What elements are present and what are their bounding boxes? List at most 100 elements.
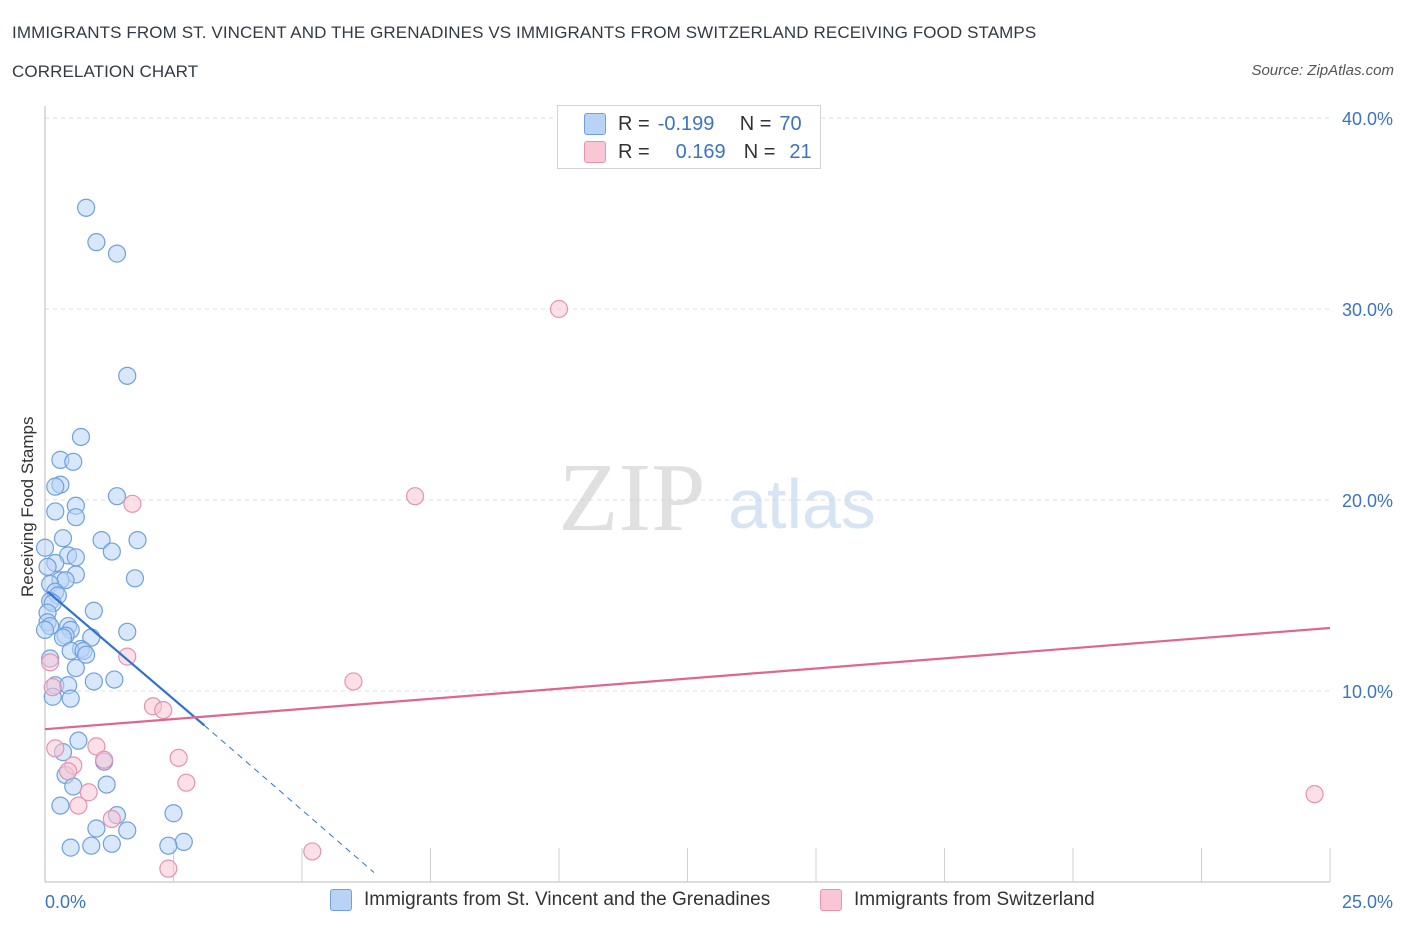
- legend-swatch-blue: [584, 113, 606, 135]
- data-point-switzerland: [95, 750, 114, 769]
- data-point-st-vincent: [102, 834, 121, 853]
- data-point-switzerland: [43, 678, 62, 697]
- data-point-switzerland: [123, 494, 142, 513]
- data-point-st-vincent: [174, 832, 193, 851]
- data-point-st-vincent: [87, 819, 106, 838]
- data-point-st-vincent: [46, 477, 65, 496]
- legend-r-label: R =: [618, 112, 650, 135]
- legend-r-value: -0.199: [657, 112, 715, 135]
- data-point-st-vincent: [92, 531, 111, 550]
- data-point-switzerland: [177, 773, 196, 792]
- data-point-st-vincent: [61, 689, 80, 708]
- data-point-switzerland: [169, 748, 188, 767]
- y-tick-label: 40.0%: [1342, 109, 1393, 129]
- data-point-st-vincent: [125, 569, 145, 588]
- data-point-st-vincent: [159, 836, 178, 855]
- data-point-st-vincent: [87, 233, 106, 252]
- data-point-st-vincent: [69, 731, 88, 750]
- legend-n-value: 70: [779, 112, 802, 135]
- trend-lines: [44, 590, 1331, 873]
- trendline-switzerland: [44, 626, 1331, 731]
- legend-n-value: 21: [789, 140, 812, 163]
- data-point-switzerland: [69, 796, 88, 815]
- data-point-switzerland: [118, 647, 137, 666]
- series-st-vincent-points: [35, 198, 193, 857]
- watermark-atlas: atlas: [728, 465, 876, 543]
- chart-subtitle: CORRELATION CHART: [12, 62, 199, 81]
- data-point-st-vincent: [38, 557, 57, 576]
- data-point-st-vincent: [84, 601, 103, 620]
- watermark-zip: ZIP: [559, 444, 706, 552]
- data-point-st-vincent: [66, 658, 85, 678]
- legend-n-label: N =: [739, 112, 772, 135]
- y-tick-label: 10.0%: [1342, 682, 1393, 702]
- bottom-legend-label: Immigrants from Switzerland: [854, 889, 1095, 910]
- bottom-legend-swatch-blue: [330, 889, 352, 911]
- data-point-st-vincent: [77, 198, 96, 217]
- data-point-st-vincent: [71, 427, 91, 447]
- data-point-st-vincent: [107, 244, 127, 263]
- tick-labels: 10.0% 20.0% 30.0% 40.0% 0.0% 25.0%: [45, 109, 1393, 912]
- data-point-st-vincent: [64, 452, 83, 471]
- legend-row-switzerland: R = 0.169 N = 21: [584, 139, 812, 165]
- data-point-switzerland: [344, 672, 363, 691]
- data-point-switzerland: [405, 487, 425, 506]
- data-point-st-vincent: [46, 502, 65, 521]
- data-point-st-vincent: [105, 670, 124, 689]
- data-point-st-vincent: [35, 620, 55, 639]
- bottom-legend-st-vincent: Immigrants from St. Vincent and the Gren…: [330, 889, 770, 911]
- data-point-switzerland: [102, 809, 121, 829]
- legend-swatch-pink: [584, 141, 606, 163]
- trendline-st-vincent: [46, 590, 206, 727]
- data-point-st-vincent: [164, 804, 183, 823]
- y-axis-label: Receiving Food Stamps: [18, 416, 37, 597]
- legend-n-label: N =: [743, 140, 776, 163]
- bottom-legend-swatch-pink: [820, 889, 842, 911]
- data-point-switzerland: [41, 653, 60, 672]
- data-point-st-vincent: [82, 836, 101, 855]
- source-credit: Source: ZipAtlas.com: [1251, 62, 1394, 79]
- bottom-legend-switzerland: Immigrants from Switzerland: [820, 889, 1095, 911]
- series-switzerland-points: [41, 299, 1324, 878]
- bottom-legend-label: Immigrants from St. Vincent and the Gren…: [364, 889, 771, 910]
- data-point-st-vincent: [128, 531, 147, 550]
- x-tick-label: 0.0%: [45, 892, 86, 912]
- grid-lines: [45, 117, 1330, 692]
- data-point-switzerland: [159, 859, 178, 878]
- data-point-switzerland: [79, 783, 98, 802]
- data-point-st-vincent: [53, 628, 73, 647]
- trendline-st-vincent-extension: [204, 725, 375, 873]
- watermark: ZIP atlas: [559, 444, 876, 552]
- x-tick-label: 25.0%: [1342, 892, 1393, 912]
- data-point-st-vincent: [77, 645, 96, 664]
- data-point-st-vincent: [53, 529, 73, 548]
- correlation-legend: R = -0.199 N = 70 R = 0.169 N = 21: [557, 105, 821, 169]
- data-point-switzerland: [154, 700, 173, 720]
- data-point-st-vincent: [102, 542, 121, 561]
- data-point-st-vincent: [61, 838, 80, 857]
- axes: [44, 106, 1331, 883]
- legend-r-label: R =: [618, 140, 650, 163]
- y-tick-label: 30.0%: [1342, 300, 1393, 320]
- data-point-switzerland: [549, 299, 569, 319]
- chart-title: IMMIGRANTS FROM ST. VINCENT AND THE GREN…: [12, 23, 1037, 42]
- data-point-st-vincent: [97, 775, 116, 794]
- data-point-st-vincent: [118, 366, 137, 385]
- data-point-st-vincent: [107, 487, 127, 506]
- data-point-switzerland: [1305, 785, 1324, 804]
- data-point-st-vincent: [118, 622, 137, 641]
- data-point-switzerland: [303, 842, 322, 861]
- data-point-switzerland: [87, 737, 106, 756]
- data-point-switzerland: [59, 762, 78, 781]
- data-point-st-vincent: [84, 672, 103, 691]
- data-point-st-vincent: [64, 777, 83, 796]
- data-point-st-vincent: [66, 548, 85, 567]
- data-point-st-vincent: [66, 508, 85, 527]
- legend-r-value: 0.169: [675, 140, 726, 163]
- data-point-st-vincent: [51, 796, 70, 815]
- data-point-st-vincent: [35, 538, 55, 557]
- data-point-switzerland: [46, 739, 65, 758]
- data-point-st-vincent: [118, 821, 137, 840]
- y-tick-label: 20.0%: [1342, 491, 1393, 511]
